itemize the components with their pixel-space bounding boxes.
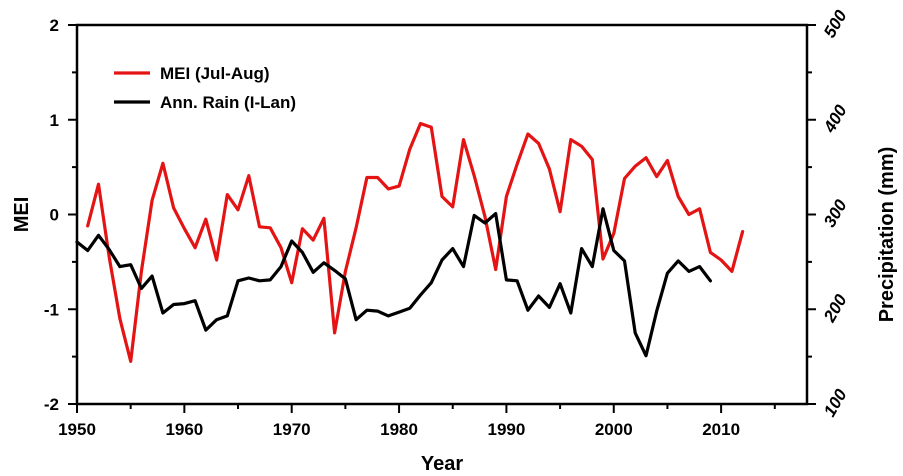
series-layer <box>75 121 745 363</box>
y2-tick-label: 200 <box>820 291 851 326</box>
y2-tick-label: 100 <box>820 385 851 420</box>
y2-tick-label: 300 <box>820 196 851 231</box>
legend: MEI (Jul-Aug) Ann. Rain (I-Lan) <box>114 64 296 112</box>
x-tick-label: 2000 <box>595 420 633 439</box>
x-tick-label: 1990 <box>487 420 525 439</box>
legend-label-mei: MEI (Jul-Aug) <box>160 64 270 83</box>
series-line-0 <box>86 121 745 363</box>
y-tick-label: -1 <box>44 300 59 319</box>
x-tick-label: 2010 <box>702 420 740 439</box>
y-axis-title: MEI <box>11 197 33 233</box>
legend-label-rain: Ann. Rain (I-Lan) <box>160 93 296 112</box>
y-tick-label: -2 <box>44 395 59 414</box>
y-tick-label: 2 <box>50 16 59 35</box>
x-axis-title: Year <box>421 453 463 475</box>
y2-tick-label: 500 <box>820 6 851 41</box>
x-tick-label: 1970 <box>273 420 311 439</box>
y-tick-label: 0 <box>50 206 59 225</box>
series-line-1 <box>75 207 713 358</box>
x-tick-label: 1980 <box>380 420 418 439</box>
x-tick-label: 1960 <box>165 420 203 439</box>
y2-tick-label: 400 <box>820 101 851 136</box>
x-tick-label: 1950 <box>58 420 96 439</box>
y2-axis-title: Precipitation (mm) <box>876 147 898 323</box>
y-tick-label: 1 <box>50 111 59 130</box>
